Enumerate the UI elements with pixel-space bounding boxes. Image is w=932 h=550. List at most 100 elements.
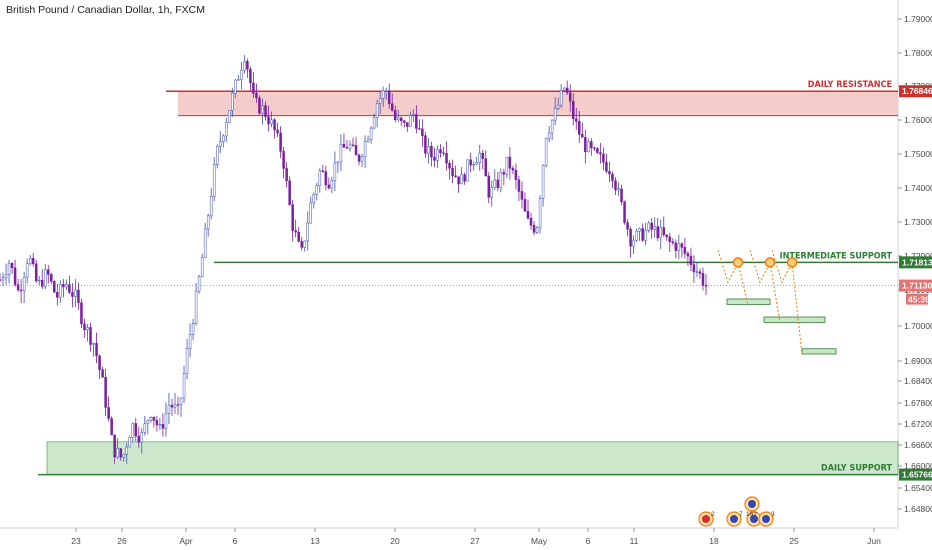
- candle-body: [309, 202, 313, 224]
- candle-body: [418, 128, 421, 130]
- candle-body: [215, 146, 219, 165]
- candle-body: [249, 69, 252, 84]
- y-tick-label: 1.78000: [904, 48, 932, 58]
- candle-body: [472, 164, 475, 166]
- candle-body: [321, 170, 325, 172]
- candle-body: [152, 416, 156, 421]
- candle-body: [327, 184, 331, 189]
- candle-body: [59, 284, 62, 298]
- x-tick-label: 26: [117, 536, 127, 546]
- candle-body: [351, 144, 355, 146]
- x-tick-label: 23: [71, 536, 81, 546]
- current-price-tag-bg: [899, 279, 932, 292]
- candle-body: [562, 87, 566, 91]
- candle-body: [662, 227, 666, 235]
- y-tick-label: 1.65400: [904, 483, 932, 493]
- candle-body: [318, 170, 322, 186]
- flag-icon: [730, 515, 738, 523]
- candle-body: [448, 162, 451, 169]
- candle-body: [19, 289, 23, 292]
- support-price-tag: 1.65766: [902, 470, 932, 480]
- candle-body: [167, 404, 171, 414]
- candle-body: [258, 97, 261, 114]
- candle-body: [360, 156, 364, 162]
- candle-body: [218, 141, 222, 147]
- intermediate-price-tag-bg: [899, 256, 932, 269]
- support-price-tag-bg: [899, 468, 932, 481]
- candle-body: [282, 151, 285, 169]
- candle-body: [704, 285, 708, 287]
- candle-body: [173, 404, 177, 408]
- event-count: 3: [771, 511, 775, 518]
- candle-body: [336, 161, 340, 164]
- touch-marker: [732, 257, 744, 268]
- candle-body: [484, 158, 488, 177]
- candle-body: [475, 162, 478, 165]
- candle-body: [381, 90, 385, 99]
- candle-body: [128, 437, 131, 448]
- candle-body: [16, 284, 20, 291]
- candle-body: [291, 204, 294, 231]
- candle-body: [400, 117, 403, 122]
- countdown-label: 45:39: [908, 295, 930, 305]
- candle-body: [50, 274, 53, 282]
- candle-body: [424, 135, 427, 154]
- candle-body: [596, 148, 599, 153]
- candle-body: [246, 61, 249, 70]
- candle-body: [40, 279, 44, 287]
- candle-body: [550, 119, 554, 134]
- candle-body: [665, 234, 669, 238]
- candle-body: [170, 404, 174, 408]
- candle-body: [520, 191, 524, 200]
- intermediate-price-tag: 1.71813: [902, 257, 932, 267]
- candle-body: [599, 152, 602, 155]
- candle-body: [433, 156, 436, 161]
- y-tick-label: 1.75000: [904, 149, 932, 159]
- candle-body: [137, 435, 141, 443]
- candle-body: [366, 139, 370, 142]
- candle-body: [65, 284, 68, 288]
- candle-body: [647, 222, 650, 231]
- candle-body: [620, 188, 623, 203]
- candle-body: [581, 134, 584, 138]
- candle-body: [439, 149, 442, 154]
- candle-body: [532, 225, 536, 233]
- candle-body: [457, 176, 460, 185]
- current-price-tag: 1.71130: [902, 281, 932, 291]
- candle-body: [605, 162, 608, 172]
- candle-body: [412, 114, 415, 116]
- candle-body: [47, 269, 50, 275]
- candle-body: [629, 228, 632, 247]
- candle-body: [209, 196, 213, 217]
- y-tick-label: 1.68400: [904, 376, 932, 386]
- candle-body: [397, 117, 400, 120]
- candle-body: [454, 175, 457, 177]
- candle-body: [161, 424, 165, 429]
- candle-body: [409, 115, 412, 127]
- candle-body: [701, 273, 705, 286]
- candle-body: [387, 90, 391, 104]
- candle-body: [584, 137, 587, 153]
- candle-body: [406, 122, 409, 127]
- candle-body: [668, 236, 672, 242]
- countdown-bg: [906, 293, 928, 305]
- candle-body: [92, 343, 95, 345]
- candle-body: [357, 154, 361, 162]
- candle-body: [182, 373, 186, 399]
- candle-body: [559, 89, 563, 106]
- candle-body: [430, 145, 433, 158]
- candle-body: [378, 98, 382, 104]
- candle-body: [547, 132, 551, 139]
- candle-body: [288, 180, 291, 205]
- candle-body: [632, 239, 635, 247]
- candle-body: [95, 343, 98, 357]
- candle-body: [131, 423, 135, 438]
- candle-body: [237, 79, 240, 81]
- candle-body: [285, 168, 288, 182]
- x-tick-label: 11: [630, 536, 639, 546]
- candle-body: [176, 404, 180, 406]
- touch-marker: [786, 257, 798, 268]
- candle-body: [194, 290, 198, 324]
